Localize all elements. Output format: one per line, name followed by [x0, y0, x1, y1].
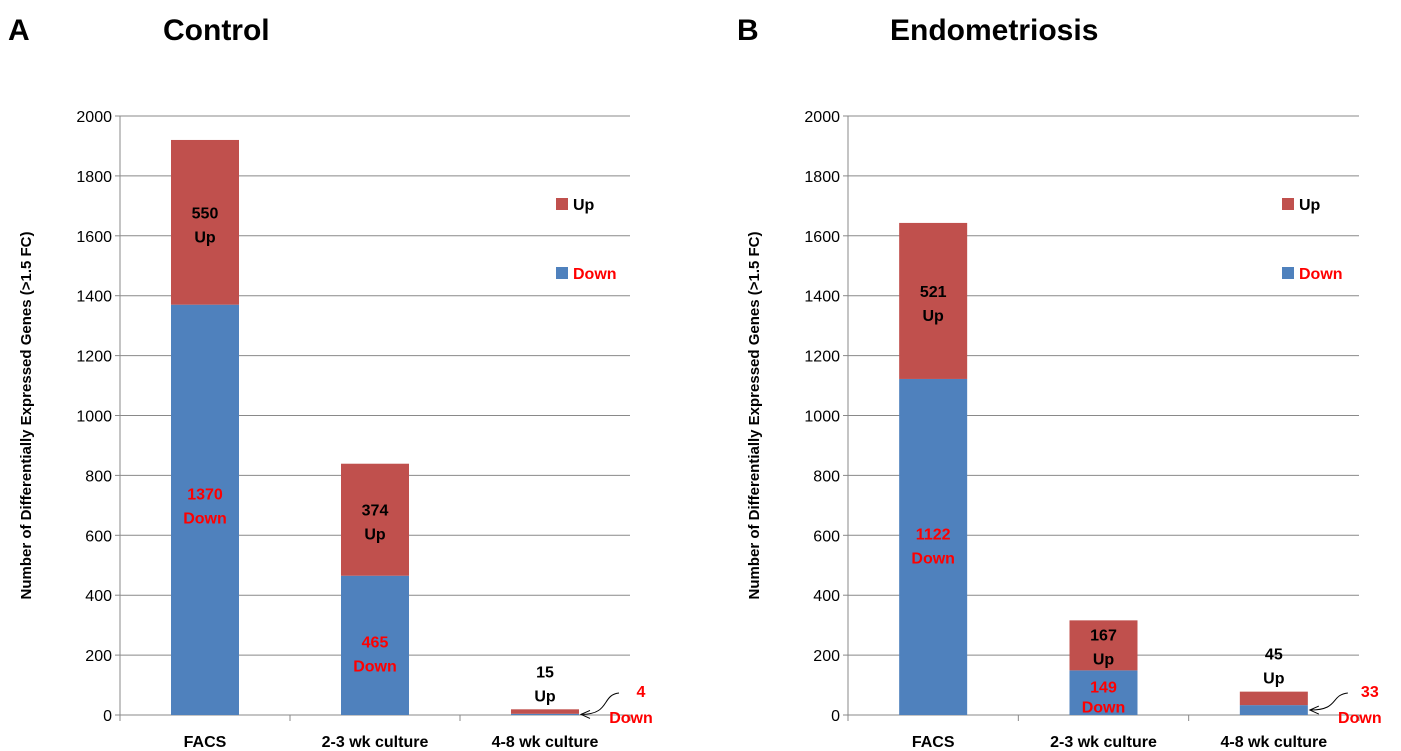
bar-up	[899, 222, 968, 379]
y-tick-label: 400	[813, 588, 840, 605]
bar-up	[171, 139, 239, 305]
y-tick-label: 600	[813, 528, 840, 545]
legend-swatch-up	[1282, 198, 1294, 210]
legend-label-down: Down	[573, 266, 617, 283]
y-axis-label: Number of Differentially Expressed Genes…	[746, 231, 763, 599]
panel-b-title: Endometriosis	[890, 14, 1098, 47]
panel-b-chart: 0 200 400 600 800 1000 1200 1400 1600 1800 2000 Num…	[746, 109, 1382, 751]
legend-label-down: Down	[1299, 266, 1343, 283]
y-tick-label: 0	[831, 708, 840, 725]
data-label-down-word: Down	[1082, 699, 1126, 716]
x-tick-label: FACS	[912, 734, 955, 751]
data-label-down-value: 149	[1090, 679, 1117, 696]
y-tick-label: 1800	[76, 169, 112, 186]
data-label-up-word: Up	[364, 527, 386, 544]
y-tick-label: 400	[85, 588, 112, 605]
bar-up	[1239, 691, 1308, 706]
y-axis-label: Number of Differentially Expressed Genes…	[18, 231, 35, 599]
x-tick-label: 4-8 wk culture	[1220, 734, 1327, 751]
data-label-down-word: Down	[911, 551, 955, 568]
data-label-up-word: Up	[194, 229, 216, 246]
panel-a-chart: 0 200 400 600 800 1000 1200 1400 1600 1800 2000 Num…	[18, 109, 653, 751]
y-tick-label: 800	[813, 468, 840, 485]
data-label-down-word: Down	[353, 658, 397, 675]
y-tick-label: 1200	[76, 349, 112, 366]
y-tick-label: 1600	[76, 229, 112, 246]
y-tick-label: 1200	[804, 349, 840, 366]
data-label-down-value: 1370	[187, 486, 223, 503]
y-tick-label: 1600	[804, 229, 840, 246]
y-tick-label: 1000	[804, 409, 840, 426]
bar-down	[899, 378, 968, 715]
callout-arrow	[1309, 692, 1348, 711]
data-label-up-word: Up	[1263, 671, 1285, 688]
bar-down	[1069, 670, 1138, 715]
bar-down	[171, 304, 239, 715]
data-label-up-value: 45	[1265, 647, 1283, 664]
legend-label-up: Up	[1299, 197, 1321, 214]
bar-down	[511, 713, 579, 715]
data-label-down-value: 465	[362, 634, 389, 651]
data-label-up-value: 374	[362, 503, 389, 520]
y-tick-label: 200	[85, 648, 112, 665]
data-label-up-value: 167	[1090, 627, 1117, 644]
legend-swatch-up	[556, 198, 568, 210]
legend-swatch-down	[556, 267, 568, 279]
x-tick-label: FACS	[184, 734, 227, 751]
y-tick-label: 1400	[76, 289, 112, 306]
y-tick-label: 800	[85, 468, 112, 485]
bar-up	[511, 709, 579, 714]
callout-arrow	[580, 692, 620, 715]
data-label-down-word: Down	[1338, 710, 1382, 727]
y-tick-label: 1400	[804, 289, 840, 306]
data-label-down-word: Down	[183, 510, 227, 527]
data-label-up-value: 521	[920, 284, 947, 301]
y-tick-label: 0	[103, 708, 112, 725]
panel-b-letter: B	[737, 14, 759, 47]
data-label-up-word: Up	[534, 688, 556, 705]
bar-down	[1239, 705, 1308, 715]
y-tick-label: 2000	[804, 109, 840, 126]
bar-up	[1069, 620, 1138, 671]
data-label-down-value: 33	[1361, 684, 1379, 701]
y-tick-label: 600	[85, 528, 112, 545]
callout-arrowhead	[579, 709, 591, 719]
y-tick-label: 1000	[76, 409, 112, 426]
x-tick-label: 4-8 wk culture	[492, 734, 599, 751]
data-label-up-value: 15	[536, 664, 554, 681]
panel-a-title: Control	[163, 14, 270, 47]
y-tick-label: 200	[813, 648, 840, 665]
legend-label-up: Up	[573, 197, 595, 214]
data-label-up-word: Up	[923, 308, 945, 325]
data-label-down-value: 4	[637, 684, 646, 701]
data-label-up-value: 550	[192, 205, 219, 222]
callout-arrowhead	[1308, 705, 1320, 715]
bar-down	[341, 575, 409, 715]
legend-swatch-down	[1282, 267, 1294, 279]
data-label-down-value: 1122	[916, 527, 951, 544]
data-label-down-word: Down	[609, 710, 653, 727]
y-tick-label: 1800	[804, 169, 840, 186]
data-label-up-word: Up	[1093, 651, 1115, 668]
x-tick-label: 2-3 wk culture	[322, 734, 429, 751]
bar-up	[341, 463, 409, 576]
x-tick-label: 2-3 wk culture	[1050, 734, 1157, 751]
panel-a-letter: A	[8, 14, 30, 47]
y-tick-label: 2000	[76, 109, 112, 126]
